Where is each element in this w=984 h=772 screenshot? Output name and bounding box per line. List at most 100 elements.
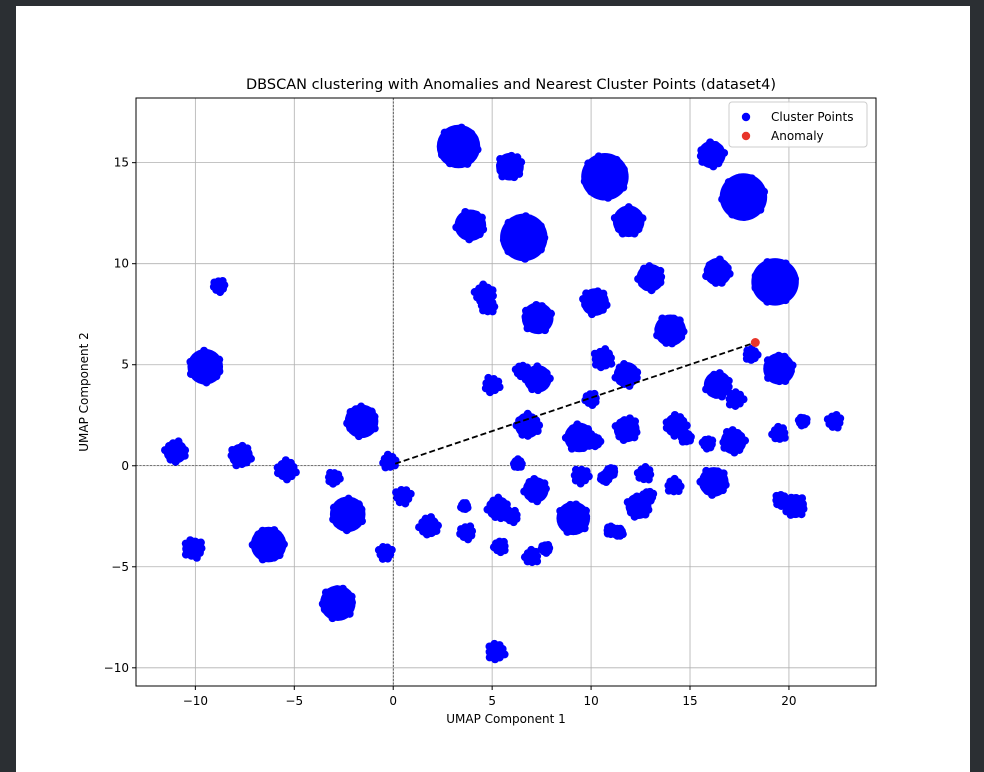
cluster-point (192, 372, 201, 381)
cluster-point (597, 472, 606, 481)
cluster-point (625, 362, 634, 371)
cluster-point (368, 418, 377, 427)
cluster-point (321, 588, 330, 597)
cluster-point (726, 389, 735, 398)
y-tick-label: 15 (114, 156, 129, 170)
legend-label-cluster: Cluster Points (771, 110, 853, 124)
legend: Cluster Points Anomaly (728, 101, 868, 148)
cluster-point (516, 216, 525, 225)
x-tick-label: 10 (583, 694, 598, 708)
cluster-point (569, 527, 578, 536)
cluster-point-group (611, 360, 642, 390)
cluster-point (741, 173, 750, 182)
axis-ticks: −10 −5 0 5 10 15 20 −10 −5 0 5 10 15 (104, 156, 797, 708)
cluster-point (525, 249, 534, 258)
cluster-point (457, 503, 466, 512)
cluster-point (333, 585, 342, 594)
cluster-point (594, 152, 603, 161)
cluster-point (625, 414, 634, 423)
cluster-point (630, 433, 639, 442)
cluster-point (556, 506, 565, 515)
cluster-point-group (677, 428, 695, 446)
cluster-point (612, 155, 621, 164)
legend-swatch-cluster (741, 112, 751, 122)
cluster-point-group (537, 541, 554, 557)
cluster-point (613, 163, 622, 172)
cluster-point (318, 599, 327, 608)
cluster-point (619, 183, 628, 192)
cluster-point-group (662, 411, 691, 440)
cluster-point (209, 282, 218, 291)
cluster-point (672, 335, 681, 344)
cluster-point (760, 187, 769, 196)
cluster-point (770, 374, 779, 383)
plot-frame (135, 97, 877, 687)
x-tick-label: 5 (488, 694, 496, 708)
cluster-point (535, 421, 544, 430)
x-axis-title: UMAP Component 1 (446, 712, 566, 726)
cluster-point (579, 295, 588, 304)
cluster-point (580, 524, 589, 533)
cluster-point (328, 614, 337, 623)
cluster-point-group (209, 276, 229, 297)
cluster-point (608, 188, 617, 197)
cluster-point (556, 513, 565, 522)
cluster-point (791, 274, 800, 283)
cluster-point (825, 419, 834, 428)
cluster-point (465, 153, 474, 162)
cluster-point (543, 320, 552, 329)
cluster-point (735, 173, 744, 182)
cluster-point (186, 369, 195, 378)
cluster-point (345, 609, 354, 618)
cluster-point (406, 489, 415, 498)
cluster-point (571, 476, 580, 485)
y-tick-label: 10 (114, 257, 129, 271)
cluster-point-group (719, 426, 750, 457)
cluster-point-group (763, 351, 797, 386)
cluster-point (718, 195, 727, 204)
cluster-point-group (610, 203, 647, 238)
cluster-point-group (782, 493, 808, 519)
cluster-point-group (570, 465, 593, 488)
cluster-point (348, 499, 357, 508)
legend-label-anomaly: Anomaly (771, 129, 824, 143)
cluster-point (604, 193, 613, 202)
cluster-point (477, 213, 486, 222)
cluster-point (575, 505, 584, 514)
cluster-point (700, 441, 709, 450)
cluster-point (566, 438, 575, 447)
cluster-point (786, 280, 795, 289)
cluster-point (523, 324, 532, 333)
cluster-point (463, 159, 472, 168)
cluster-point (541, 379, 550, 388)
cluster-point-group (481, 373, 504, 397)
cluster-point (599, 289, 608, 298)
cluster-point (329, 503, 338, 512)
cluster-point (702, 466, 711, 475)
cluster-point-group (610, 524, 627, 540)
cluster-point (792, 494, 801, 503)
cluster-point (563, 527, 572, 536)
cluster-point (719, 469, 728, 478)
cluster-point-group (457, 499, 472, 514)
cluster-point (682, 437, 691, 446)
cluster-point (361, 406, 370, 415)
cluster-point (345, 603, 354, 612)
cluster-point (619, 165, 628, 174)
cluster-point (275, 535, 284, 544)
cluster-point-group (590, 345, 616, 372)
y-tick-label: −5 (111, 560, 129, 574)
cluster-point (490, 639, 499, 648)
cluster-point-group (751, 258, 800, 306)
cluster-point (445, 159, 454, 168)
legend-box (728, 101, 868, 148)
cluster-point (461, 129, 470, 138)
cluster-point-group (579, 287, 611, 319)
cluster-point (657, 272, 666, 281)
cluster-point-group (485, 639, 509, 664)
cluster-point-group (496, 151, 526, 182)
cluster-point (457, 123, 466, 132)
cluster-point-group (415, 513, 442, 539)
cluster-point (510, 506, 519, 515)
x-tick-label: 20 (781, 694, 796, 708)
